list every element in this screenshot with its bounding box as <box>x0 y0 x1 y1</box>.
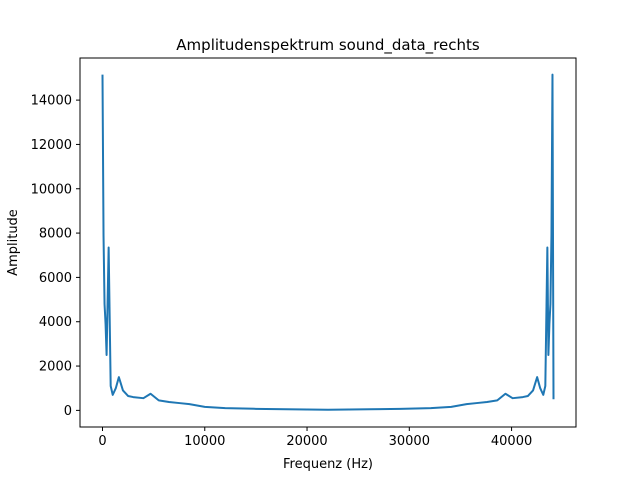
y-axis: 0 2000 4000 6000 8000 10000 12000 14000 <box>31 94 80 419</box>
x-tick-label: 30000 <box>389 434 430 449</box>
x-tick-label: 20000 <box>286 434 327 449</box>
x-tick-label: 10000 <box>184 434 225 449</box>
y-tick-label: 2000 <box>39 360 72 375</box>
y-tick-label: 14000 <box>31 94 72 109</box>
y-tick-label: 6000 <box>39 271 72 286</box>
y-tick-label: 12000 <box>31 138 72 153</box>
y-tick-label: 8000 <box>39 227 72 242</box>
y-tick-label: 10000 <box>31 182 72 197</box>
y-tick-label: 0 <box>64 404 72 419</box>
series-layer <box>101 73 555 411</box>
plot-area <box>80 58 576 427</box>
x-tick-label: 0 <box>98 434 106 449</box>
y-tick-label: 4000 <box>39 315 72 330</box>
series-line-0 <box>101 73 555 411</box>
x-axis-label: Frequenz (Hz) <box>283 457 373 472</box>
chart-title: Amplitudenspektrum sound_data_rechts <box>176 36 480 55</box>
y-axis-label: Amplitude <box>6 209 21 276</box>
x-axis: 0 10000 20000 30000 40000 <box>98 427 532 449</box>
x-tick-label: 40000 <box>491 434 532 449</box>
plot-frame <box>79 57 577 428</box>
